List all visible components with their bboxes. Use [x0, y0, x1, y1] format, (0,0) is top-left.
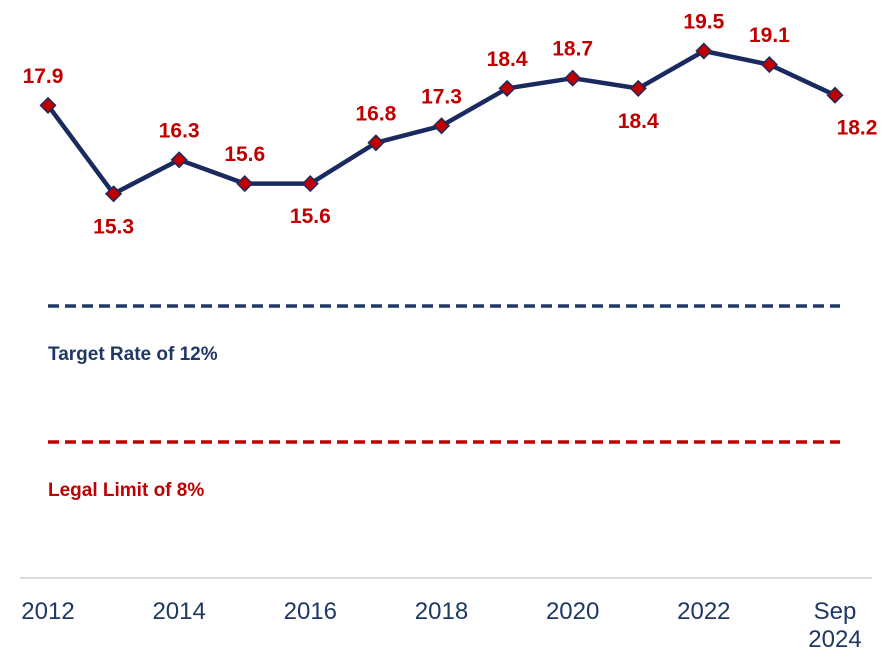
x-tick-label: 2020 — [545, 598, 600, 625]
data-label: 18.2 — [837, 117, 878, 140]
marker — [498, 79, 516, 97]
marker — [826, 86, 844, 104]
marker — [236, 175, 254, 193]
x-tick-label: 2012 — [21, 598, 75, 625]
marker — [367, 134, 385, 152]
marker — [564, 69, 582, 87]
data-label: 18.4 — [618, 110, 659, 133]
data-label: 17.9 — [23, 65, 64, 88]
x-tick-label: 2022 — [677, 598, 731, 625]
x-tick-label: 2016 — [283, 598, 338, 625]
data-label: 16.3 — [159, 119, 200, 142]
marker — [170, 151, 188, 169]
marker — [432, 117, 451, 135]
data-label: 19.1 — [749, 24, 790, 47]
marker — [105, 185, 123, 203]
reference-label: Legal Limit of 8% — [48, 480, 204, 501]
marker — [695, 42, 713, 60]
x-tick-label: 2014 — [152, 598, 206, 625]
data-label: 17.3 — [421, 85, 462, 108]
data-label: 18.7 — [552, 38, 593, 61]
data-label: 18.4 — [487, 48, 528, 71]
data-label: 15.3 — [93, 215, 134, 238]
marker — [39, 96, 57, 114]
reference-label: Target Rate of 12% — [48, 344, 218, 365]
data-label: 15.6 — [224, 143, 265, 166]
marker — [760, 56, 778, 74]
data-label: 19.5 — [683, 11, 724, 34]
x-tick-label: 2018 — [414, 598, 469, 625]
data-label: 16.8 — [355, 102, 396, 125]
x-tick-label: Sep 2024 — [808, 598, 862, 653]
data-label: 15.6 — [290, 205, 331, 228]
marker — [629, 79, 647, 97]
marker — [301, 175, 319, 193]
